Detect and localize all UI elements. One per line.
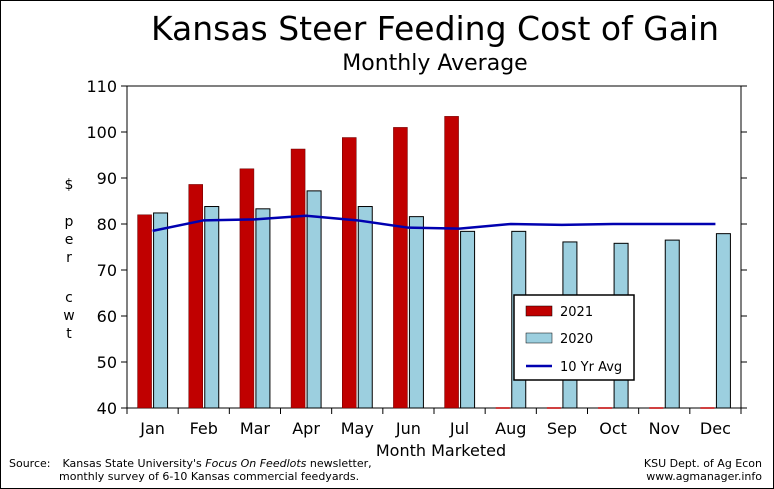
source-newsletter-name: Focus On Feedlots bbox=[205, 457, 307, 470]
x-tick-label: Jul bbox=[449, 419, 469, 438]
legend-label-2020: 2020 bbox=[560, 332, 593, 347]
credit-dept: KSU Dept. of Ag Econ bbox=[643, 457, 762, 470]
credit-note: KSU Dept. of Ag Econ www.agmanager.info bbox=[644, 457, 762, 483]
x-axis: Jan Feb Mar Apr May Jun Jul Aug Sep Oct Nov Dec bbox=[126, 408, 742, 438]
x-tick-label: Dec bbox=[700, 419, 731, 438]
bar-2020 bbox=[255, 208, 271, 409]
bar-2021 bbox=[444, 116, 459, 409]
y-label-dollar: $ bbox=[65, 177, 74, 193]
avg-line-group bbox=[152, 214, 716, 233]
chart-title: Kansas Steer Feeding Cost of Gain bbox=[151, 9, 719, 48]
y-tick-label: 100 bbox=[86, 123, 117, 142]
y-tick-label: 80 bbox=[97, 215, 117, 234]
bar-2021 bbox=[393, 127, 408, 409]
bar-2020 bbox=[460, 230, 476, 409]
y-tick-label: 60 bbox=[97, 307, 117, 326]
y-tick-label: 110 bbox=[86, 77, 117, 96]
bar-2020 bbox=[357, 206, 373, 409]
legend-swatch-2021 bbox=[525, 305, 553, 317]
avg-line bbox=[152, 214, 716, 233]
bar-2020 bbox=[715, 233, 731, 409]
chart-subtitle: Monthly Average bbox=[342, 51, 527, 76]
credit-url: www.agmanager.info bbox=[646, 470, 762, 483]
legend-swatch-2020 bbox=[525, 332, 553, 344]
x-tick-label: Aug bbox=[495, 419, 526, 438]
source-line1-pre: Kansas State University's bbox=[62, 457, 206, 470]
x-tick-label: Nov bbox=[649, 419, 680, 438]
bar-2021 bbox=[188, 184, 203, 409]
legend-label-2021: 2021 bbox=[560, 305, 593, 320]
bar-2020 bbox=[408, 216, 424, 409]
source-line2: monthly survey of 6-10 Kansas commercial… bbox=[59, 470, 360, 483]
bar-2021 bbox=[342, 137, 357, 409]
source-prefix: Source: bbox=[9, 457, 51, 470]
source-note: Source: Kansas State University's Focus … bbox=[9, 457, 372, 483]
x-tick-label: Oct bbox=[599, 419, 627, 438]
x-tick-label: May bbox=[341, 419, 374, 438]
legend: 2021 2020 10 Yr Avg bbox=[513, 294, 635, 381]
x-axis-title: Month Marketed bbox=[376, 441, 506, 460]
x-tick-label: Apr bbox=[292, 419, 320, 438]
bar-2021 bbox=[239, 168, 255, 409]
y-tick-label: 50 bbox=[97, 353, 117, 372]
x-tick-label: Feb bbox=[190, 419, 218, 438]
y-axis: 40 50 60 70 80 90 100 110 bbox=[86, 77, 747, 418]
legend-label-10yr: 10 Yr Avg bbox=[560, 360, 622, 375]
bar-2021 bbox=[137, 214, 152, 409]
bar-2020 bbox=[664, 239, 680, 409]
x-tick-label: Mar bbox=[240, 419, 271, 438]
y-tick-label: 90 bbox=[97, 169, 117, 188]
x-tick-label: Jun bbox=[395, 419, 421, 438]
x-tick-label: Jan bbox=[139, 419, 165, 438]
y-tick-label: 40 bbox=[97, 399, 117, 418]
x-tick-label: Sep bbox=[547, 419, 577, 438]
bar-2020 bbox=[153, 212, 169, 409]
y-tick-label: 70 bbox=[97, 261, 117, 280]
source-line1-post: newsletter, bbox=[306, 457, 372, 470]
bar-2020 bbox=[204, 206, 220, 409]
bar-2020 bbox=[306, 190, 322, 409]
bar-2021 bbox=[290, 148, 306, 409]
plot-area bbox=[126, 85, 742, 409]
